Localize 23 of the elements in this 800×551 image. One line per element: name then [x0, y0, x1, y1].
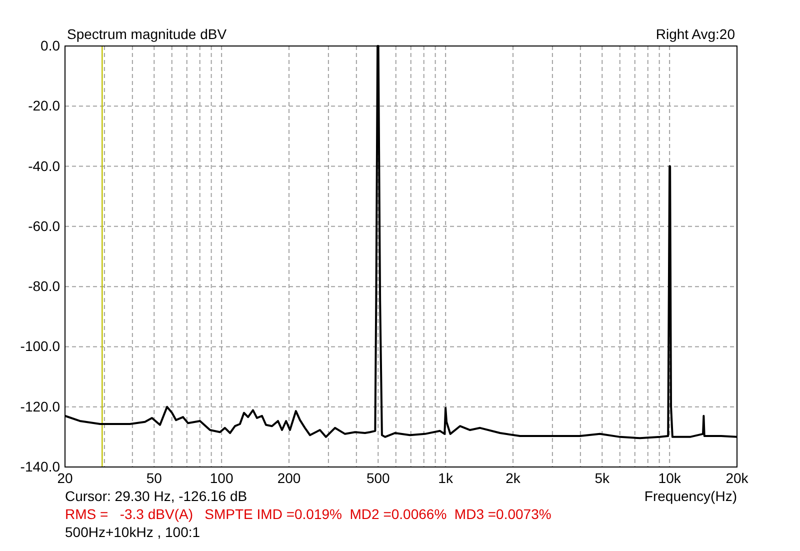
x-tick-label: 20k	[726, 470, 750, 486]
y-tick-label: -40.0	[28, 158, 60, 174]
y-tick-label: -80.0	[28, 278, 60, 294]
chart-subtitle: Right Avg:20	[656, 26, 736, 42]
y-tick-label: -100.0	[20, 338, 60, 354]
y-tick-label: -60.0	[28, 218, 60, 234]
y-tick-label: 0.0	[40, 37, 60, 54]
x-axis-title: Frequency(Hz)	[644, 488, 737, 504]
chart-title: Spectrum magnitude dBV	[67, 26, 228, 42]
text: RMS = -3.3 dBV(A) SMPTE IMD =0.019% MD2 =0.0066% MD3 =0.0073%	[65, 506, 552, 522]
text: 500Hz+10kHz , 100:1	[65, 524, 200, 540]
x-tick-label: 50	[146, 470, 162, 486]
y-tick-label: -20.0	[28, 98, 60, 114]
y-tick-label: -140.0	[20, 458, 60, 474]
x-tick-label: 100	[210, 470, 234, 486]
x-tick-label: 5k	[594, 470, 611, 486]
x-tick-label: 2k	[506, 470, 522, 486]
x-tick-label: 200	[277, 470, 301, 486]
y-tick-label: -120.0	[20, 398, 60, 414]
text: Cursor: 29.30 Hz, -126.16 dB	[65, 488, 248, 504]
x-tick-label: 10k	[658, 470, 682, 486]
x-tick-label: 500	[366, 470, 390, 486]
x-tick-label: 1k	[438, 470, 454, 486]
